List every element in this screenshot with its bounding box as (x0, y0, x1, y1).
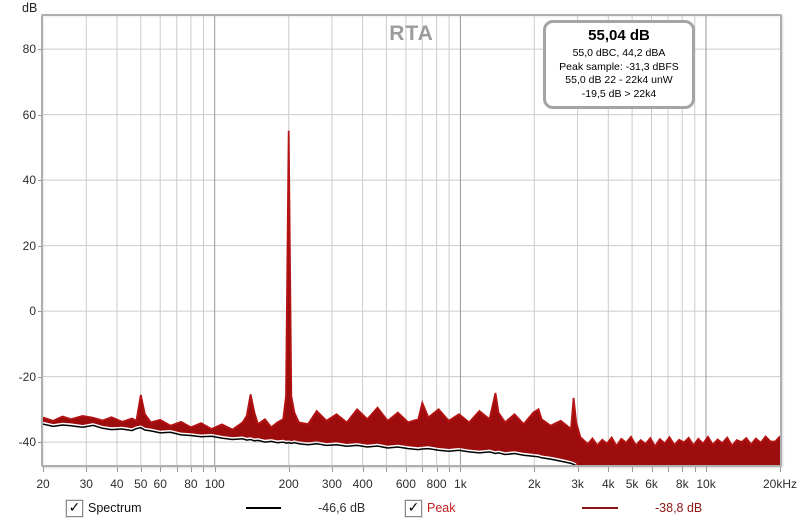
x-tick-mark (117, 467, 118, 472)
x-tick-mark (386, 467, 387, 472)
y-tick-label: 20 (0, 239, 36, 253)
x-tick-mark (215, 467, 216, 472)
y-tick-label: 60 (0, 108, 36, 122)
x-tick-mark (668, 467, 669, 472)
y-tick-label: -40 (0, 435, 36, 449)
x-tick-mark (289, 467, 290, 472)
x-tick-label: 40 (110, 477, 123, 491)
x-tick-label: 50 (134, 477, 147, 491)
spectrum-checkbox[interactable]: ✓ (66, 500, 83, 517)
x-tick-label: 200 (279, 477, 299, 491)
plot-area[interactable]: RTA 55,04 dB 55,0 dBC, 44,2 dBA Peak sam… (41, 14, 782, 467)
y-tick-mark (38, 49, 42, 50)
x-tick-label: 3k (571, 477, 584, 491)
x-tick-mark (608, 467, 609, 472)
rta-window: dB RTA 55,04 dB 55,0 dBC, 44,2 dBA Peak … (0, 0, 800, 524)
peak-line-sample (582, 507, 618, 509)
y-tick-mark (38, 115, 42, 116)
x-tick-label: 2k (528, 477, 541, 491)
y-tick-mark (38, 377, 42, 378)
x-tick-mark (363, 467, 364, 472)
x-tick-label: 80 (184, 477, 197, 491)
x-tick-label: 8k (676, 477, 689, 491)
x-tick-label: 800 (427, 477, 447, 491)
x-tick-mark (86, 467, 87, 472)
x-tick-mark (578, 467, 579, 472)
legend-bar: ✓ Spectrum -46,6 dB ✓ Peak -38,8 dB (0, 496, 800, 522)
x-tick-mark (160, 467, 161, 472)
x-tick-mark (449, 467, 450, 472)
y-axis-unit-label: dB (22, 1, 37, 15)
x-tick-label: 20 (36, 477, 49, 491)
x-tick-mark (652, 467, 653, 472)
spl-readout: 55,04 dB (548, 27, 690, 44)
y-tick-mark (38, 311, 42, 312)
x-tick-label: 5k (626, 477, 639, 491)
x-tick-mark (203, 467, 204, 472)
peak-cursor-value: -38,8 dB (655, 501, 702, 515)
y-tick-mark (38, 442, 42, 443)
x-tick-mark (141, 467, 142, 472)
x-tick-mark (43, 467, 44, 472)
x-tick-label: 60 (154, 477, 167, 491)
measurement-info-box: 55,04 dB 55,0 dBC, 44,2 dBA Peak sample:… (543, 20, 695, 109)
x-tick-label: 20kHz (763, 477, 797, 491)
spectrum-cursor-value: -46,6 dB (318, 501, 365, 515)
x-tick-mark (780, 467, 781, 472)
peak-checkbox[interactable]: ✓ (405, 500, 422, 517)
x-tick-label: 100 (205, 477, 225, 491)
y-tick-label: 40 (0, 173, 36, 187)
x-tick-label: 10k (696, 477, 715, 491)
x-tick-mark (332, 467, 333, 472)
x-tick-mark (706, 467, 707, 472)
y-tick-mark (38, 246, 42, 247)
peak-sample-line: Peak sample: -31,3 dBFS (548, 61, 690, 75)
x-tick-label: 300 (322, 477, 342, 491)
x-tick-mark (632, 467, 633, 472)
y-tick-mark (38, 180, 42, 181)
x-tick-label: 1k (454, 477, 467, 491)
x-tick-mark (437, 467, 438, 472)
x-tick-mark (460, 467, 461, 472)
y-tick-label: 0 (0, 304, 36, 318)
x-tick-label: 600 (396, 477, 416, 491)
y-tick-label: 80 (0, 42, 36, 56)
x-tick-mark (682, 467, 683, 472)
check-icon: ✓ (69, 500, 81, 514)
x-tick-mark (177, 467, 178, 472)
band-level-line: 55,0 dB 22 - 22k4 unW (548, 74, 690, 88)
x-tick-label: 4k (602, 477, 615, 491)
spectrum-line-sample (246, 507, 281, 509)
spectrum-legend-label: Spectrum (88, 501, 142, 515)
peak-legend-label: Peak (427, 501, 456, 515)
x-tick-label: 30 (80, 477, 93, 491)
x-tick-mark (406, 467, 407, 472)
x-tick-mark (534, 467, 535, 472)
x-tick-mark (695, 467, 696, 472)
check-icon: ✓ (408, 500, 420, 514)
above-band-line: -19,5 dB > 22k4 (548, 88, 690, 102)
x-tick-label: 6k (645, 477, 658, 491)
y-tick-label: -20 (0, 370, 36, 384)
weighted-spl-line: 55,0 dBC, 44,2 dBA (548, 47, 690, 61)
x-tick-mark (422, 467, 423, 472)
x-tick-mark (191, 467, 192, 472)
x-tick-label: 400 (353, 477, 373, 491)
